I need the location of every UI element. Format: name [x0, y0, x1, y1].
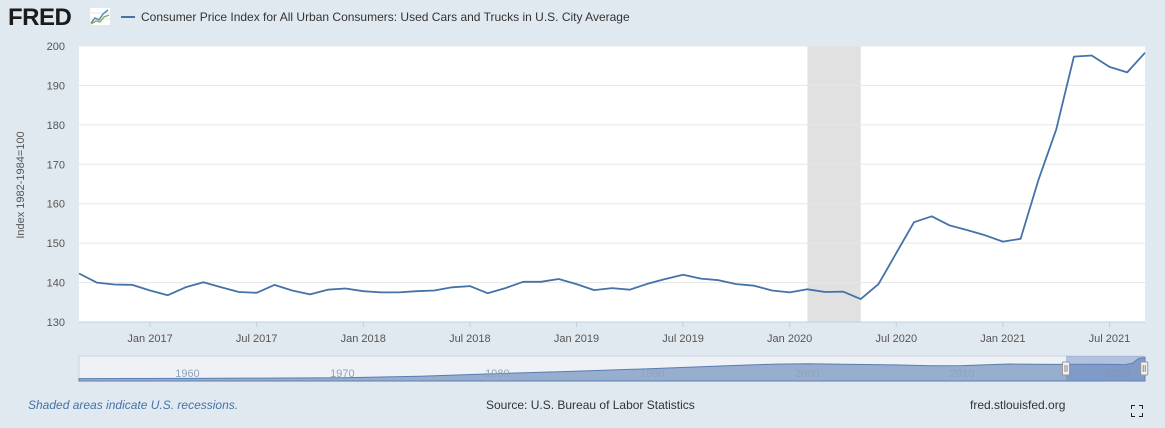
fullscreen-icon[interactable]: [1131, 405, 1143, 417]
x-tick-label: Jul 2019: [662, 333, 704, 345]
navigator-year-label: 1970: [330, 368, 354, 380]
line-graph-icon: [89, 7, 111, 26]
y-tick-label: 160: [47, 199, 65, 211]
navigator-year-label: 1990: [640, 368, 664, 380]
legend-swatch: [121, 16, 135, 18]
y-axis-label: Index 1982-1984=100: [15, 131, 27, 238]
y-tick-label: 190: [47, 80, 65, 92]
navigator-year-label: 2000: [795, 368, 819, 380]
chart-header: FRED Consumer Price Index for All Urban …: [0, 0, 1165, 36]
x-tick-label: Jan 2017: [127, 333, 172, 345]
navigator-year-label: 1960: [175, 368, 199, 380]
site-link[interactable]: fred.stlouisfed.org: [970, 398, 1066, 412]
y-tick-label: 140: [47, 278, 65, 290]
series-line: [78, 52, 1146, 301]
x-tick-label: Jan 2018: [341, 333, 386, 345]
y-tick-label: 170: [47, 159, 65, 171]
navigator-series: [78, 356, 1146, 382]
fred-logo[interactable]: FRED: [8, 4, 72, 31]
y-tick-label: 200: [47, 41, 65, 53]
x-tick-label: Jan 2021: [980, 333, 1025, 345]
recession-note: Shaded areas indicate U.S. recessions.: [28, 398, 239, 412]
x-tick-label: Jul 2017: [236, 333, 278, 345]
navigator-handle[interactable]: [1061, 361, 1070, 376]
legend-label: Consumer Price Index for All Urban Consu…: [141, 10, 630, 24]
line-chart[interactable]: 130 140 150 160 170 180 190 200 Jan 2017 Jul 2017…: [0, 0, 1165, 395]
x-tick-label: Jul 2020: [875, 333, 917, 345]
navigator-year-label: 2020: [1105, 368, 1129, 380]
navigator-handle[interactable]: [1140, 361, 1149, 376]
x-tick-label: Jul 2018: [449, 333, 491, 345]
navigator-year-label: 2010: [950, 368, 974, 380]
plot-area: [79, 46, 1145, 322]
chart-legend[interactable]: Consumer Price Index for All Urban Consu…: [121, 10, 630, 24]
navigator-selected-range: [1065, 356, 1145, 381]
x-tick-label: Jan 2020: [767, 333, 812, 345]
x-tick-label: Jan 2019: [554, 333, 599, 345]
x-tick-label: Jul 2021: [1089, 333, 1131, 345]
navigator-year-label: 1980: [485, 368, 509, 380]
y-tick-label: 150: [47, 238, 65, 250]
y-tick-label: 130: [47, 317, 65, 329]
recession-band: [807, 46, 861, 322]
y-tick-label: 180: [47, 120, 65, 132]
source-text: Source: U.S. Bureau of Labor Statistics: [486, 398, 695, 412]
